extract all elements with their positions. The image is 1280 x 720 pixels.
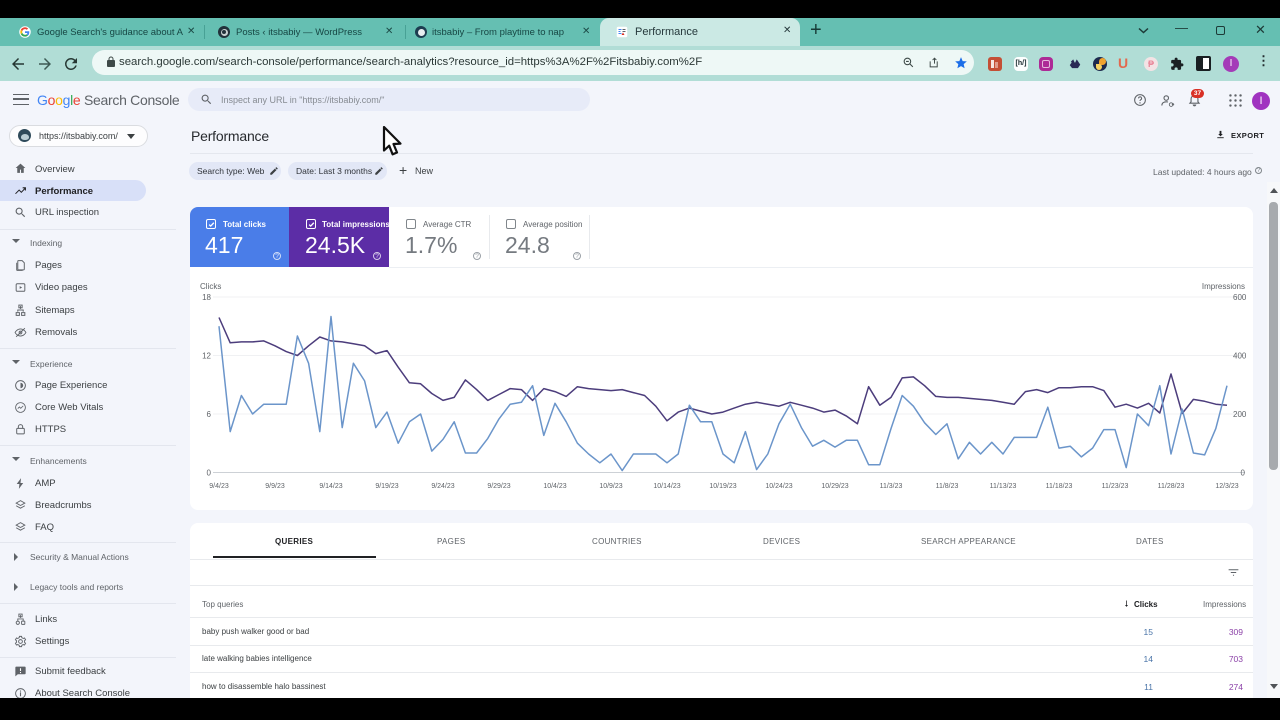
svg-text:12: 12: [202, 352, 211, 361]
svg-text:0: 0: [1241, 469, 1246, 478]
svg-text:11/28/23: 11/28/23: [1158, 483, 1185, 490]
svg-text:11/8/23: 11/8/23: [936, 483, 959, 490]
svg-text:9/24/23: 9/24/23: [431, 483, 454, 490]
svg-text:11/23/23: 11/23/23: [1102, 483, 1129, 490]
svg-text:11/13/23: 11/13/23: [990, 483, 1017, 490]
svg-text:10/14/23: 10/14/23: [653, 483, 680, 490]
svg-text:18: 18: [202, 293, 211, 302]
svg-text:400: 400: [1233, 352, 1247, 361]
svg-text:10/4/23: 10/4/23: [543, 483, 566, 490]
svg-text:Impressions: Impressions: [1202, 282, 1245, 291]
svg-text:0: 0: [207, 469, 212, 478]
svg-text:9/29/23: 9/29/23: [487, 483, 510, 490]
svg-text:11/3/23: 11/3/23: [880, 483, 903, 490]
svg-text:9/19/23: 9/19/23: [375, 483, 398, 490]
svg-text:200: 200: [1233, 410, 1247, 419]
svg-text:6: 6: [207, 410, 212, 419]
svg-text:Clicks: Clicks: [200, 282, 221, 291]
svg-text:10/24/23: 10/24/23: [765, 483, 792, 490]
svg-text:10/9/23: 10/9/23: [599, 483, 622, 490]
svg-text:11/18/23: 11/18/23: [1046, 483, 1073, 490]
svg-text:12/3/23: 12/3/23: [1215, 483, 1238, 490]
svg-text:9/9/23: 9/9/23: [265, 483, 285, 490]
svg-text:9/14/23: 9/14/23: [319, 483, 342, 490]
svg-text:10/19/23: 10/19/23: [709, 483, 736, 490]
svg-text:9/4/23: 9/4/23: [209, 483, 229, 490]
svg-text:10/29/23: 10/29/23: [821, 483, 848, 490]
svg-text:600: 600: [1233, 293, 1247, 302]
